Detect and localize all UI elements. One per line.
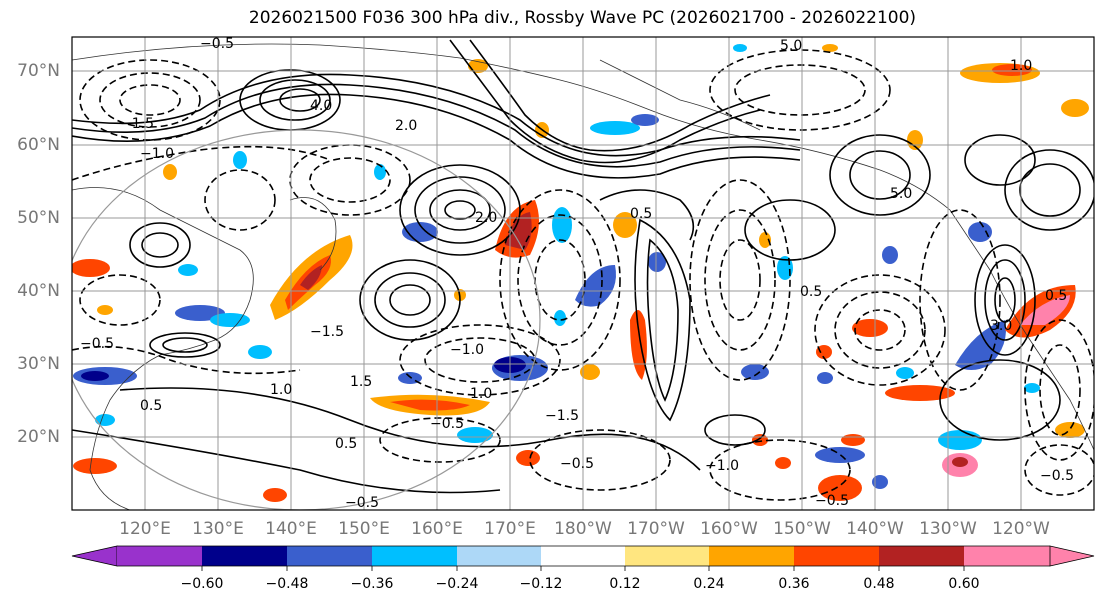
negative-contours — [72, 49, 1094, 501]
lon-label: 160°W — [700, 519, 758, 539]
contour-label: 3.0 — [990, 318, 1012, 334]
lat-label: 50°N — [17, 208, 60, 228]
lon-label: 180°W — [554, 519, 612, 539]
contour-label: −1.5 — [120, 116, 154, 132]
lon-label: 120°W — [992, 519, 1050, 539]
colorbar-tick-label: 0.48 — [863, 576, 895, 592]
colorbar — [71, 545, 1095, 571]
lat-label: 30°N — [17, 354, 60, 374]
lon-label: 160°E — [411, 519, 463, 539]
colorbar-tick-label: −0.36 — [350, 576, 394, 592]
contour-label: −1.0 — [140, 146, 174, 162]
colorbar-tick-label: −0.60 — [180, 576, 224, 592]
contour-label: 1.0 — [270, 382, 292, 398]
contour-label: −1.5 — [545, 408, 579, 424]
lat-label: 20°N — [17, 427, 60, 447]
colorbar-tick-label: 0.60 — [948, 576, 980, 592]
lat-label: 70°N — [17, 61, 60, 81]
contour-label: 0.5 — [800, 284, 822, 300]
map-frame — [71, 36, 1095, 511]
lon-label: 170°E — [484, 519, 536, 539]
contour-label: −0.5 — [560, 456, 594, 472]
contour-label: −0.5 — [345, 495, 379, 511]
colorbar-tick-label: −0.48 — [265, 576, 309, 592]
colorbar-tick-label: −0.24 — [435, 576, 479, 592]
colorbar-tick-label: −0.12 — [519, 576, 563, 592]
contour-label: −0.5 — [80, 336, 114, 352]
lon-label: 150°E — [338, 519, 390, 539]
contour-label: 4.0 — [310, 98, 332, 114]
contour-label: 0.5 — [335, 436, 357, 452]
divergence-shading — [72, 44, 1089, 502]
lon-label: 120°E — [119, 519, 171, 539]
contour-label: −0.5 — [200, 36, 234, 52]
contour-label: 0.5 — [1045, 288, 1067, 304]
map-title: 2026021500 F036 300 hPa div., Rossby Wav… — [248, 8, 917, 28]
contour-label: 1.5 — [350, 374, 372, 390]
colorbar-tick-label: 0.24 — [693, 576, 725, 592]
lon-label: 150°W — [773, 519, 831, 539]
lon-label: 130°E — [192, 519, 244, 539]
contour-label: 5.0 — [890, 186, 912, 202]
colorbar-tick-label: 0.12 — [609, 576, 641, 592]
projection-circle — [72, 129, 541, 510]
graticule — [72, 37, 1094, 510]
lat-label: 40°N — [17, 281, 60, 301]
contour-label: 2.0 — [395, 118, 417, 134]
contour-label: 1.0 — [1010, 58, 1032, 74]
contour-label: −0.5 — [1040, 468, 1074, 484]
contour-label: −0.5 — [430, 416, 464, 432]
contour-label: −1.0 — [450, 342, 484, 358]
lon-label: 140°E — [265, 519, 317, 539]
positive-contours — [72, 39, 1094, 494]
contour-label: 5.0 — [780, 38, 802, 54]
contour-label: 1.0 — [470, 386, 492, 402]
contour-labels: −0.5 5.0 1.0 4.0 −1.5 2.0 −1.0 5.0 2.0 0… — [80, 36, 1074, 511]
contour-label: −0.5 — [815, 493, 849, 509]
lon-label: 130°W — [919, 519, 977, 539]
contour-label: 0.5 — [140, 398, 162, 414]
contour-label: 0.5 — [630, 206, 652, 222]
lon-label: 140°W — [846, 519, 904, 539]
contour-label: −1.0 — [705, 458, 739, 474]
colorbar-tick-label: 0.36 — [778, 576, 810, 592]
lon-label: 170°W — [627, 519, 685, 539]
contour-label: −1.5 — [310, 324, 344, 340]
lat-label: 60°N — [17, 135, 60, 155]
contour-label: 2.0 — [475, 210, 497, 226]
